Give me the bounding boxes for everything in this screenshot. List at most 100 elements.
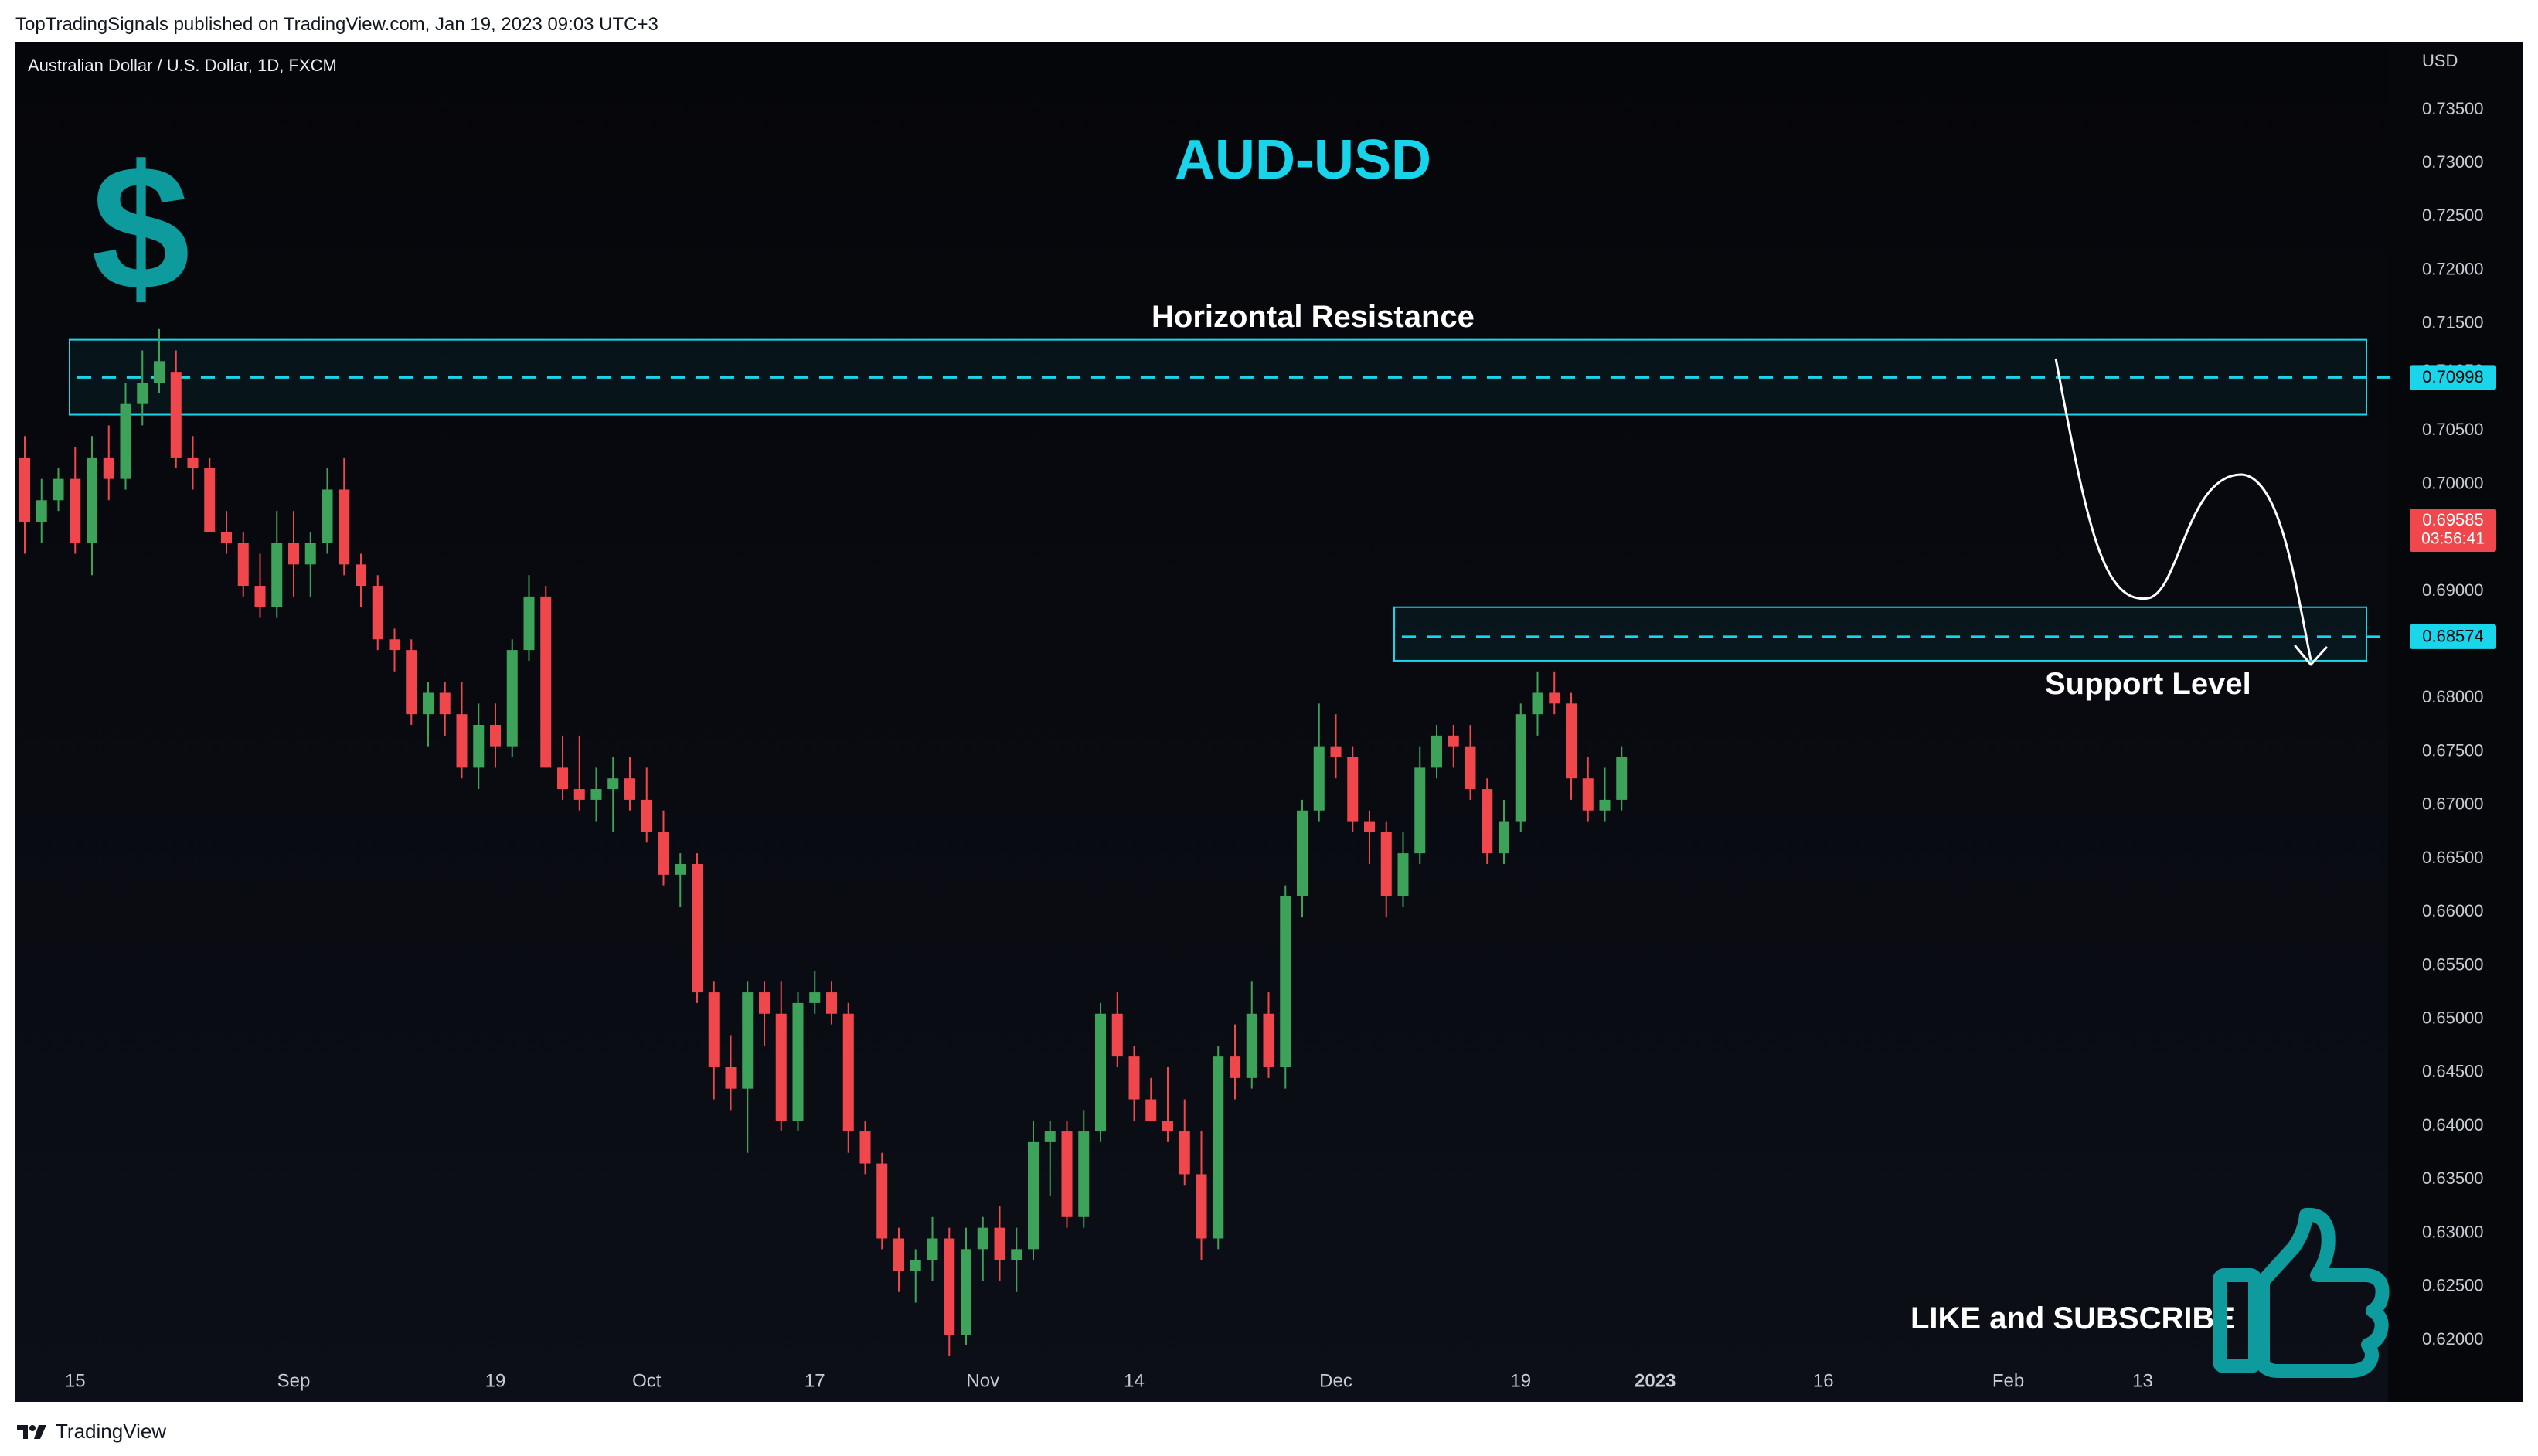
candle-body[interactable] [87, 457, 97, 543]
candle-body[interactable] [288, 543, 299, 565]
candle-body[interactable] [237, 543, 249, 587]
candle-body[interactable] [439, 692, 451, 715]
candle-body[interactable] [423, 692, 434, 715]
candle-body[interactable] [221, 532, 232, 543]
candle-body[interactable] [1230, 1056, 1240, 1078]
candle-body[interactable] [842, 1013, 854, 1132]
candle-body[interactable] [406, 650, 417, 715]
candle-body[interactable] [1246, 1013, 1257, 1078]
candle-body[interactable] [1330, 746, 1342, 757]
candle-body[interactable] [792, 1002, 804, 1121]
candle-body[interactable] [103, 457, 114, 479]
candle-body[interactable] [473, 725, 485, 768]
candle-body[interactable] [944, 1238, 955, 1335]
candle-body[interactable] [1397, 853, 1409, 896]
candle-body[interactable] [893, 1238, 904, 1271]
candle-body[interactable] [1111, 1013, 1123, 1057]
candle-body[interactable] [1078, 1131, 1090, 1217]
candle-body[interactable] [1145, 1099, 1157, 1121]
candle-body[interactable] [859, 1131, 871, 1164]
chart-frame[interactable]: USD 0.73500 0.73000 0.72500 0.72000 0.71500 0.… [15, 42, 2523, 1402]
candle-body[interactable] [759, 992, 770, 1014]
candle-body[interactable] [339, 489, 350, 565]
candle-body[interactable] [1566, 703, 1577, 779]
candle-body[interactable] [1616, 757, 1628, 800]
candle-body[interactable] [1179, 1131, 1190, 1175]
candle-body[interactable] [304, 543, 316, 565]
candle-body[interactable] [725, 1066, 737, 1089]
candle-body[interactable] [809, 992, 821, 1003]
tradingview-footer[interactable]: TradingView [15, 1416, 166, 1447]
candle-body[interactable] [1196, 1174, 1207, 1239]
candle-body[interactable] [1549, 692, 1560, 704]
candle-body[interactable] [1280, 896, 1291, 1067]
candle-body[interactable] [1599, 799, 1611, 811]
candle-body[interactable] [1482, 789, 1493, 854]
candle-body[interactable] [322, 489, 333, 543]
candle-body[interactable] [254, 586, 266, 607]
candle-body[interactable] [927, 1238, 938, 1260]
candle-body[interactable] [1095, 1013, 1106, 1132]
candle-body[interactable] [540, 596, 552, 768]
candle-body[interactable] [1213, 1056, 1224, 1239]
candle-body[interactable] [389, 639, 400, 651]
candle-body[interactable] [692, 863, 703, 993]
candle-body[interactable] [1061, 1131, 1073, 1217]
candle-body[interactable] [994, 1227, 1005, 1260]
candle-body[interactable] [624, 778, 635, 800]
candle-body[interactable] [910, 1260, 921, 1271]
candle-body[interactable] [1364, 821, 1375, 832]
candle-body[interactable] [1347, 757, 1359, 822]
candle-body[interactable] [523, 596, 535, 651]
candle-body[interactable] [708, 992, 720, 1067]
candle-body[interactable] [356, 564, 366, 587]
candle-body[interactable] [607, 778, 619, 790]
candle-body[interactable] [1044, 1131, 1056, 1142]
candle-body[interactable] [372, 586, 383, 640]
candle-body[interactable] [187, 457, 199, 468]
candle-body[interactable] [120, 403, 131, 479]
candle-body[interactable] [658, 832, 669, 875]
price-axis-panel[interactable] [2388, 42, 2523, 1402]
candle-body[interactable] [1532, 692, 1543, 715]
candle-body[interactable] [1028, 1141, 1039, 1250]
symbol-description[interactable]: Australian Dollar / U.S. Dollar, 1D, FXC… [28, 56, 337, 75]
candle-body[interactable] [675, 863, 686, 875]
candle-body[interactable] [70, 478, 81, 543]
candle-body[interactable] [1380, 832, 1392, 896]
candle-body[interactable] [1313, 746, 1325, 811]
candle-body[interactable] [53, 478, 64, 501]
candle-body[interactable] [977, 1227, 988, 1250]
candle-body[interactable] [1162, 1121, 1173, 1132]
candle-body[interactable] [1515, 714, 1526, 822]
candle-body[interactable] [36, 500, 47, 522]
candle-body[interactable] [573, 789, 585, 800]
candle-body[interactable] [19, 457, 30, 522]
candle-body[interactable] [876, 1163, 888, 1239]
candle-body[interactable] [1582, 778, 1594, 811]
candle-body[interactable] [154, 361, 165, 383]
candle-body[interactable] [590, 789, 602, 800]
candle-body[interactable] [641, 799, 652, 832]
candle-body[interactable] [826, 992, 837, 1014]
candle-body[interactable] [170, 372, 182, 458]
candle-body[interactable] [1011, 1249, 1022, 1260]
candlestick-chart[interactable]: USD 0.73500 0.73000 0.72500 0.72000 0.71500 0.… [15, 42, 2523, 1402]
candle-body[interactable] [1499, 821, 1509, 854]
candle-body[interactable] [137, 383, 148, 404]
candle-body[interactable] [1263, 1013, 1274, 1067]
candle-body[interactable] [204, 468, 216, 532]
candle-body[interactable] [490, 725, 501, 747]
candle-body[interactable] [1448, 735, 1459, 747]
candle-body[interactable] [456, 714, 468, 768]
candle-body[interactable] [1128, 1056, 1140, 1100]
candle-body[interactable] [1297, 810, 1308, 896]
candle-body[interactable] [775, 1013, 787, 1121]
candle-body[interactable] [1465, 746, 1476, 790]
candle-body[interactable] [506, 650, 518, 747]
candle-body[interactable] [557, 767, 568, 790]
candle-body[interactable] [271, 543, 283, 607]
candle-body[interactable] [961, 1249, 971, 1335]
candle-body[interactable] [1414, 767, 1426, 854]
candle-body[interactable] [742, 992, 754, 1089]
